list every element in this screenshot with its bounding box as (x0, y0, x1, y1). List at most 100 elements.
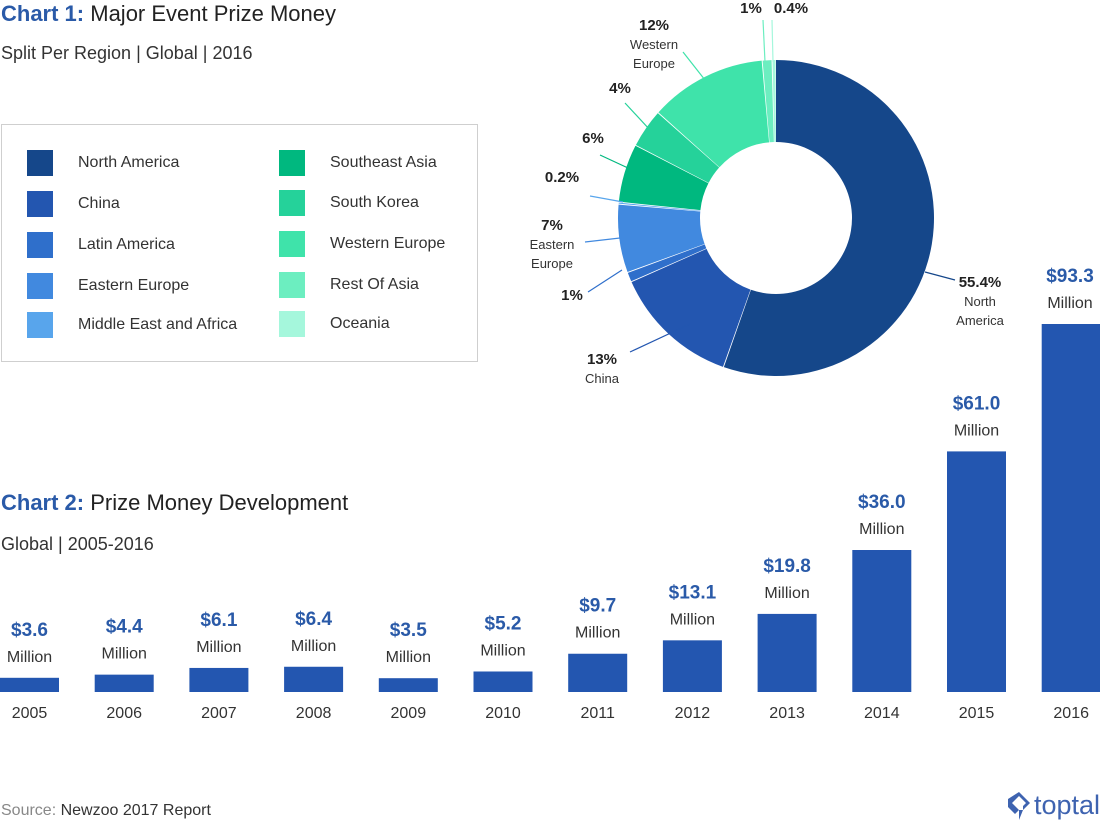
x-tick-label: 2005 (12, 705, 48, 722)
x-tick-label: 2011 (580, 705, 615, 722)
donut-chart (618, 60, 935, 376)
bar-2012 (662, 640, 722, 692)
bar-unit-label: Million (7, 649, 52, 666)
donut-slice-rest-of-asia (762, 60, 774, 143)
bar-value-label: $3.6 (11, 620, 48, 641)
donut-slice-oceania (772, 60, 776, 143)
chart2-title-text: Prize Money Development (90, 490, 349, 515)
legend-item-rest-of-asia: Rest Of Asia (279, 272, 419, 298)
bar-unit-label: Million (1047, 295, 1092, 312)
x-tick-label: 2009 (391, 705, 427, 722)
chart1-subtitle: Split Per Region | Global | 2016 (1, 43, 253, 63)
donut-leader-line (762, 19, 766, 63)
legend-swatch (27, 273, 53, 299)
donut-slice-eastern-europe (618, 204, 705, 273)
legend-swatch (279, 231, 305, 257)
donut-leader-line (629, 323, 691, 353)
legend-label: North America (78, 154, 180, 171)
legend-label: Latin America (78, 236, 175, 253)
donut-percent-label: 0.4% (774, 0, 808, 17)
bar-value-label: $6.1 (200, 610, 237, 631)
bar-2013 (757, 613, 817, 692)
x-tick-label: 2013 (769, 705, 805, 722)
donut-percent-label: 7% (541, 217, 563, 234)
legend-swatch (279, 150, 305, 176)
legend-item-southeast-asia: Southeast Asia (279, 150, 437, 176)
bar-value-label: $93.3 (1046, 266, 1094, 287)
bar-value-label: $4.4 (106, 617, 143, 638)
bar-unit-label: Million (386, 649, 431, 666)
donut-labels: 55.4% North America 13% China 1% 7% Eastern Euro… (530, 0, 1005, 386)
legend-swatch (27, 232, 53, 258)
donut-name-label: Western (630, 37, 678, 52)
legend-label: Western Europe (330, 235, 446, 252)
legend-swatch (27, 191, 53, 217)
legend-item-eastern-europe: Eastern Europe (27, 273, 189, 299)
donut-name-label: China (585, 371, 620, 386)
donut-leader-line (924, 271, 956, 281)
legend-swatch (279, 272, 305, 298)
bar-2006 (94, 674, 154, 692)
x-tick-label: 2016 (1053, 705, 1089, 722)
donut-slice-china (631, 248, 751, 367)
bar-2011 (568, 653, 628, 692)
chart1-title-prefix: Chart 1: (1, 1, 85, 26)
donut-leader-line (587, 269, 623, 293)
legend-swatch (279, 190, 305, 216)
bar-unit-label: Million (954, 422, 999, 439)
toptal-logo-icon (1007, 791, 1030, 820)
legend-label: China (78, 195, 120, 212)
legend-swatch (27, 150, 53, 176)
donut-percent-label: 13% (587, 351, 617, 368)
donut-leader-line (589, 195, 624, 203)
donut-slice-south-korea (635, 113, 720, 183)
bar-value-label: $61.0 (953, 393, 1001, 414)
donut-slice-western-europe (658, 60, 770, 168)
toptal-logo-text: toptal (1033, 790, 1100, 820)
bar-value-label: $13.1 (669, 582, 717, 603)
donut-percent-label: 1% (740, 0, 762, 17)
chart1-title-text: Major Event Prize Money (90, 1, 337, 26)
legend-swatch (27, 312, 53, 338)
chart2-title-prefix: Chart 2: (1, 490, 85, 515)
bar-unit-label: Million (670, 611, 715, 628)
bar-2015 (947, 451, 1006, 692)
chart2-title: Chart 2: Prize Money Development (1, 490, 348, 516)
source-text: Newzoo 2017 Report (60, 802, 211, 819)
legend-label: Eastern Europe (78, 277, 190, 294)
bar-unit-label: Million (291, 638, 336, 655)
donut-slice-middle-east-and-africa (618, 202, 701, 212)
bar-2007 (189, 667, 249, 692)
bar-2009 (378, 678, 438, 692)
bar-unit-label: Million (859, 521, 904, 538)
x-tick-label: 2012 (675, 705, 711, 722)
donut-percent-label: 12% (639, 17, 669, 34)
bar-2016 (1041, 324, 1100, 692)
x-tick-label: 2008 (296, 705, 332, 722)
toptal-logo: toptal (1006, 790, 1100, 821)
legend-label: Oceania (330, 315, 390, 332)
donut-slice-north-america (723, 60, 935, 376)
bar-2010 (473, 671, 533, 692)
donut-name-label: America (956, 313, 1004, 328)
legend-label: Southeast Asia (330, 154, 437, 171)
x-tick-label: 2010 (485, 705, 521, 722)
bar-unit-label: Million (575, 625, 620, 642)
donut-name-label: North (964, 294, 996, 309)
donut-percent-label: 4% (609, 80, 631, 97)
bar-2008 (284, 666, 344, 692)
x-tick-label: 2014 (864, 705, 900, 722)
donut-name-label: Europe (531, 256, 573, 271)
bar-2005 (0, 677, 59, 692)
donut-name-label: Europe (633, 56, 675, 71)
donut-leader-line (771, 19, 774, 63)
legend-label: South Korea (330, 194, 419, 211)
donut-leader-line (599, 154, 629, 169)
bar-value-label: $6.4 (295, 609, 332, 630)
chart1-legend: North America China Latin America Easter… (1, 124, 478, 362)
bar-unit-label: Million (196, 639, 241, 656)
bar-unit-label: Million (764, 585, 809, 602)
donut-name-label: Eastern (530, 237, 575, 252)
chart2-subtitle: Global | 2005-2016 (1, 534, 154, 554)
